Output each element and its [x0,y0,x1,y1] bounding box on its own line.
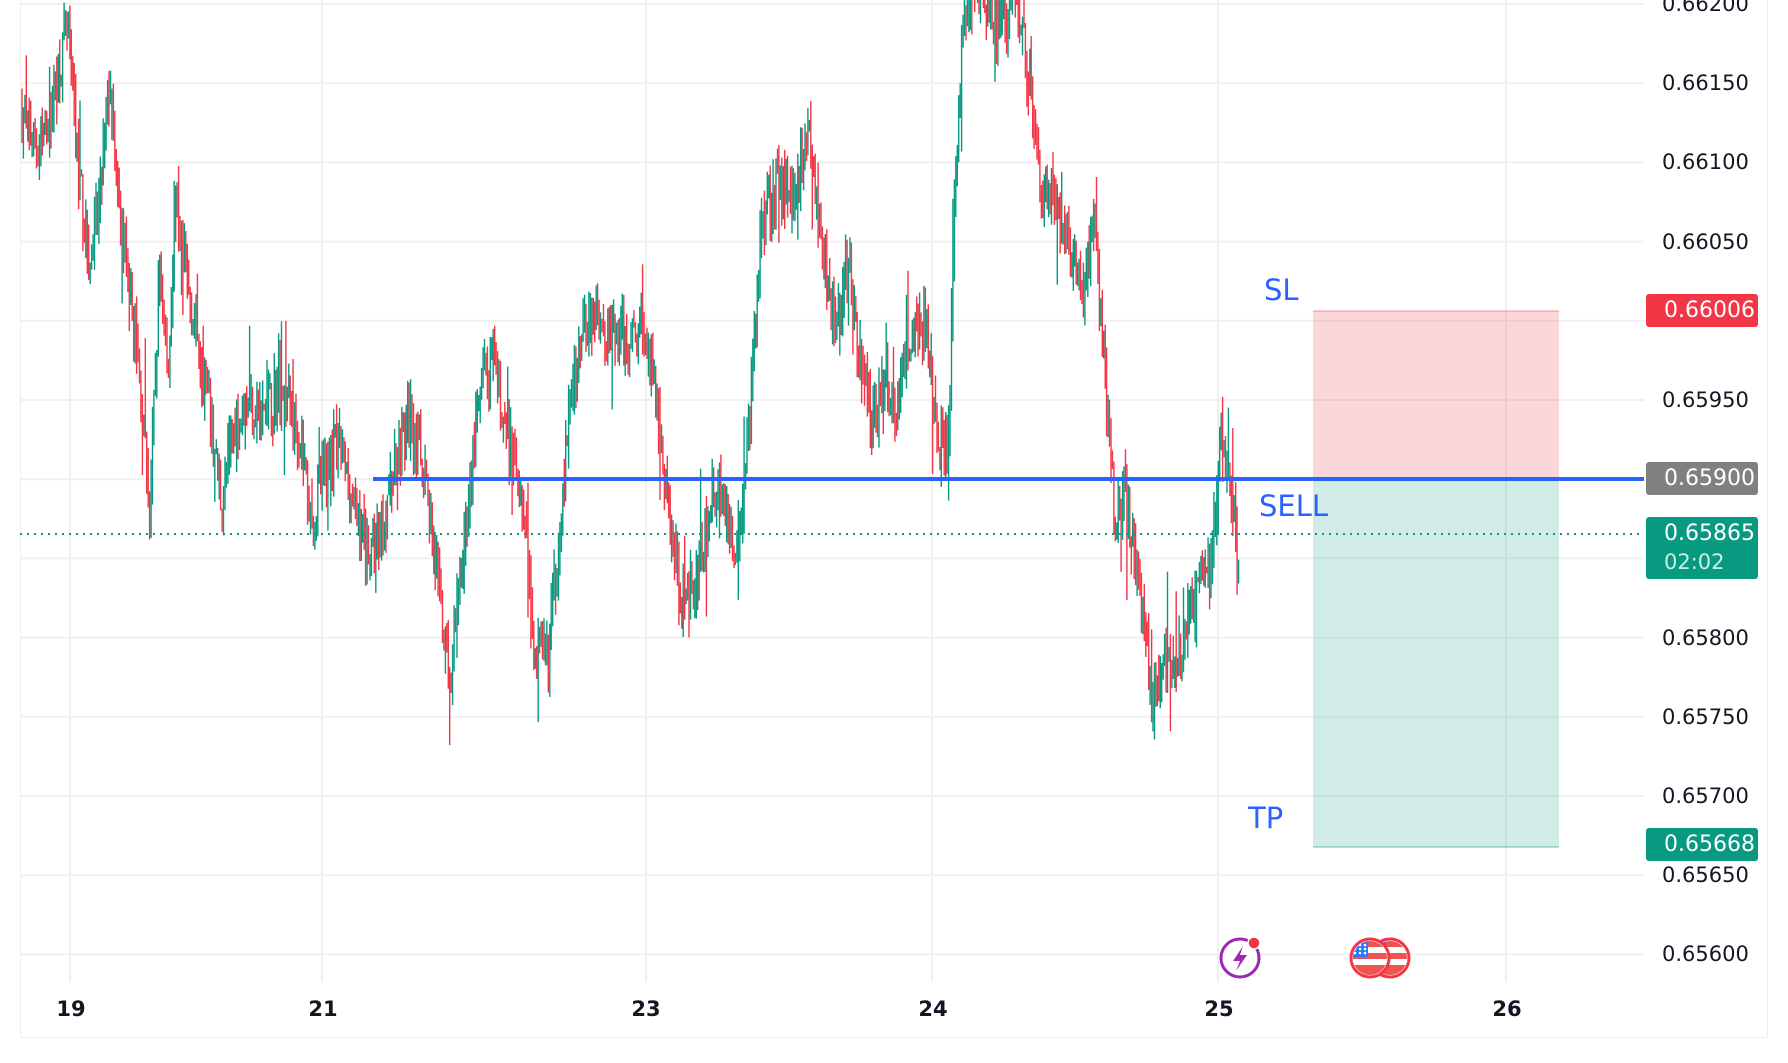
date-tick-25: 25 [1204,997,1234,1021]
entry-price: 0.65900 [1664,466,1755,491]
bar-countdown: 02:02 [1664,550,1725,574]
take-profit-price: 0.65668 [1664,832,1755,857]
price-tick: 0.66150 [1662,71,1749,96]
price-tick: 0.65750 [1662,704,1749,729]
last-price-badge: 0.65865 02:02 [1646,517,1758,579]
take-profit-label[interactable]: TP [1248,801,1284,835]
chart-frame [20,0,1768,1038]
price-tick: 0.65650 [1662,863,1749,888]
last-price: 0.65865 [1664,521,1755,546]
price-tick: 0.66100 [1662,150,1749,175]
take-profit-price-badge: 0.65668 [1646,828,1758,861]
date-tick-26: 26 [1492,997,1522,1021]
us-flag-events-icon[interactable] [1348,935,1412,981]
candlestick-series [21,0,1240,746]
stop-loss-price: 0.66006 [1664,298,1755,323]
take-profit-zone[interactable] [1313,479,1559,847]
entry-price-badge: 0.65900 [1646,462,1758,495]
price-tick: 0.66200 [1662,0,1749,16]
price-tick: 0.65600 [1662,942,1749,967]
price-tick: 0.65800 [1662,625,1749,650]
stop-loss-zone[interactable] [1313,311,1559,479]
price-tick: 0.65950 [1662,388,1749,412]
date-tick-23: 23 [631,997,661,1021]
stop-loss-price-badge: 0.66006 [1646,294,1758,327]
price-tick: 0.66050 [1662,229,1749,254]
sell-label[interactable]: SELL [1259,489,1329,523]
price-tick: 0.65700 [1662,784,1749,808]
stop-loss-label[interactable]: SL [1264,273,1299,307]
date-tick-21: 21 [308,997,338,1021]
date-tick-19: 19 [56,997,86,1021]
date-tick-24: 24 [918,997,948,1021]
lightning-event-icon[interactable] [1218,934,1266,980]
